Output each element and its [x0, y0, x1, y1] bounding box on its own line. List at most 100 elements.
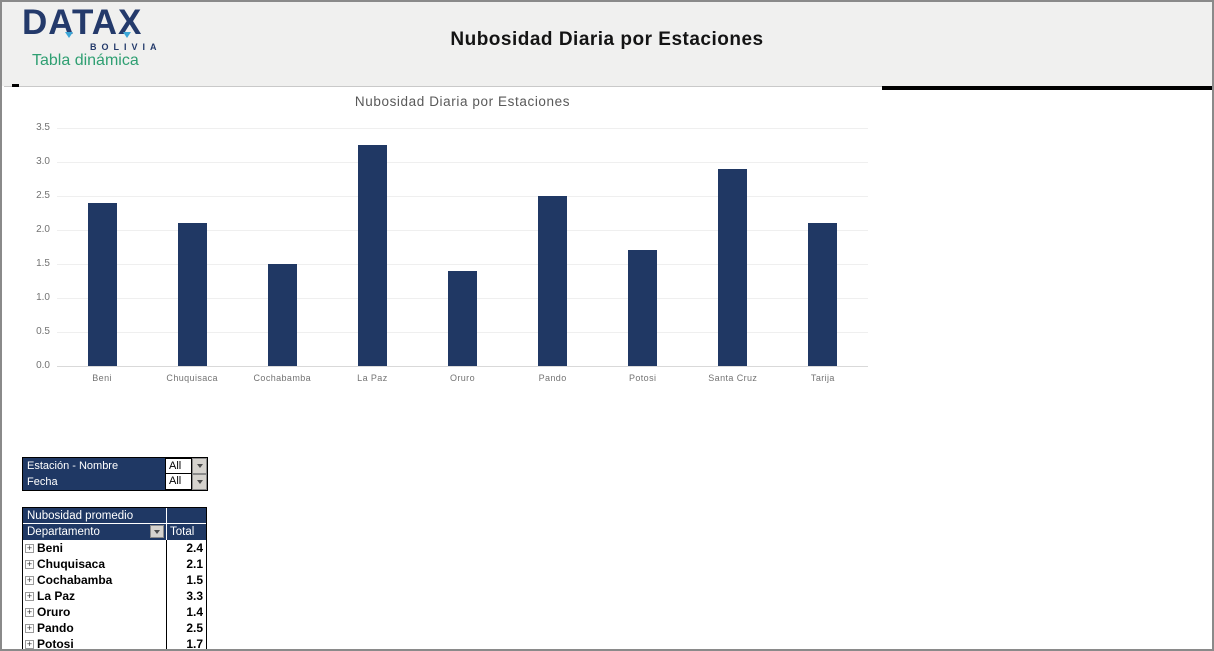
- chevron-down-icon: [196, 480, 203, 484]
- pivot-row-label: Beni: [37, 541, 64, 555]
- y-axis-tick-label: 3.5: [36, 122, 50, 133]
- y-axis-tick-label: 1.5: [36, 258, 50, 269]
- filter-dropdown-button[interactable]: [192, 458, 207, 474]
- pivot-row-total: 2.5: [167, 620, 206, 636]
- bar-chart: Nubosidad Diaria por Estaciones 0.0 0.5 1.…: [22, 90, 882, 402]
- pivot-row-name: + Cochabamba: [23, 572, 167, 588]
- x-axis-tick-label: Cochabamba: [253, 373, 312, 383]
- filter-row-fecha: Fecha All: [23, 474, 207, 490]
- expand-icon[interactable]: +: [25, 574, 34, 585]
- pivot-body: + Beni 2.4 + Chuquisaca 2.1 + Cochabamba 1.5 + La …: [23, 540, 206, 651]
- logo-accent-icon: [65, 32, 73, 38]
- logo-tagline: Tabla dinámica: [32, 52, 139, 69]
- x-axis-tick-label: Beni: [92, 373, 112, 383]
- x-axis-tick-label: Santa Cruz: [708, 373, 758, 383]
- bar-la-paz: [357, 145, 387, 366]
- bar-potosi: [628, 250, 658, 366]
- filter-value: All: [165, 458, 192, 474]
- pivot-row-header-label: Departamento: [27, 526, 100, 538]
- x-axis-tick-label: Chuquisaca: [166, 373, 218, 383]
- y-axis-tick-label: 3.0: [36, 156, 50, 167]
- chevron-down-icon: [154, 529, 160, 534]
- filter-row-estacion: Estación - Nombre All: [23, 458, 207, 474]
- header-divider: [4, 86, 882, 87]
- expand-icon[interactable]: +: [25, 606, 34, 617]
- gridline: [57, 162, 868, 163]
- y-axis-tick-label: 0.5: [36, 326, 50, 337]
- pivot-title: Nubosidad promedio: [23, 508, 167, 524]
- pivot-row-total: 1.5: [167, 572, 206, 588]
- filter-dropdown-button[interactable]: [192, 474, 207, 490]
- pivot-row-name: + Oruro: [23, 604, 167, 620]
- logo-accent-icon: [123, 32, 131, 38]
- pivot-row-total: 2.4: [167, 540, 206, 556]
- table-row: + Cochabamba 1.5: [23, 572, 206, 588]
- pivot-row-name: + Chuquisaca: [23, 556, 167, 572]
- logo-sub-text: BOLIVIA: [90, 42, 162, 52]
- x-axis-tick-label: Potosi: [628, 373, 657, 383]
- pivot-row-total: 3.3: [167, 588, 206, 604]
- table-row: + Pando 2.5: [23, 620, 206, 636]
- pivot-title-row: Nubosidad promedio: [23, 508, 206, 524]
- pivot-row-name: + La Paz: [23, 588, 167, 604]
- x-axis-tick-label: Tarija: [810, 373, 835, 383]
- pivot-row-total: 1.7: [167, 636, 206, 649]
- pivot-value-header: Total: [167, 524, 206, 540]
- chart-title: Nubosidad Diaria por Estaciones: [354, 94, 571, 109]
- bar-cochabamba: [267, 264, 297, 366]
- gridline: [57, 196, 868, 197]
- gridline: [57, 230, 868, 231]
- pivot-row-label: Pando: [37, 621, 74, 635]
- datax-logo: DATAX BOLIVIA Tabla dinámica: [22, 3, 182, 82]
- expand-icon[interactable]: +: [25, 558, 34, 569]
- table-row: + Chuquisaca 2.1: [23, 556, 206, 572]
- pivot-row-label: Cochabamba: [37, 573, 113, 587]
- logo-brand-text: DATAX: [22, 3, 143, 42]
- bar-pando: [538, 196, 568, 366]
- expand-icon[interactable]: +: [25, 622, 34, 633]
- pivot-row-label: La Paz: [37, 589, 76, 603]
- gridline: [57, 128, 868, 129]
- pivot-row-total: 1.4: [167, 604, 206, 620]
- header-band: DATAX BOLIVIA Tabla dinámica Nubosidad D…: [2, 2, 1212, 86]
- row-field-dropdown-button[interactable]: [150, 525, 164, 538]
- table-row: + Potosi 1.7: [23, 636, 206, 651]
- table-row: + La Paz 3.3: [23, 588, 206, 604]
- expand-icon[interactable]: +: [25, 590, 34, 601]
- expand-icon[interactable]: +: [25, 542, 34, 553]
- pivot-title-spacer: [167, 508, 206, 524]
- expand-icon[interactable]: +: [25, 638, 34, 649]
- pivot-row-name: + Beni: [23, 540, 167, 556]
- bar-santa-cruz: [718, 169, 748, 366]
- x-axis-tick-label: Oruro: [449, 373, 475, 383]
- pivot-row-header: Departamento: [23, 524, 167, 540]
- table-row: + Beni 2.4: [23, 540, 206, 556]
- bar-tarija: [808, 223, 838, 366]
- x-axis-tick-label: Pando: [538, 373, 567, 383]
- y-axis-tick-label: 0.0: [36, 360, 50, 371]
- pivot-header-row: Departamento Total: [23, 524, 206, 540]
- pivot-row-total: 2.1: [167, 556, 206, 572]
- bar-chuquisaca: [177, 223, 207, 366]
- page-title: Nubosidad Diaria por Estaciones: [450, 29, 764, 50]
- pivot-row-name: + Pando: [23, 620, 167, 636]
- pivot-filters: Estación - Nombre All Fecha All: [22, 457, 208, 491]
- pivot-row-label: Chuquisaca: [37, 557, 106, 571]
- filter-label: Fecha: [23, 474, 165, 490]
- gridline: [57, 264, 868, 265]
- filter-value: All: [165, 474, 192, 490]
- table-row: + Oruro 1.4: [23, 604, 206, 620]
- pivot-table: Nubosidad promedio Departamento Total + B…: [22, 507, 207, 651]
- filter-label: Estación - Nombre: [23, 458, 165, 474]
- bar-beni: [87, 203, 117, 366]
- y-axis-tick-label: 2.0: [36, 224, 50, 235]
- pivot-row-label: Potosi: [37, 637, 74, 651]
- pivot-row-name: + Potosi: [23, 636, 167, 651]
- y-axis-tick-label: 2.5: [36, 190, 50, 201]
- chevron-down-icon: [196, 464, 203, 468]
- x-axis-line: [57, 366, 868, 367]
- y-axis-tick-label: 1.0: [36, 292, 50, 303]
- x-axis-tick-label: La Paz: [357, 373, 388, 383]
- bar-oruro: [448, 271, 477, 366]
